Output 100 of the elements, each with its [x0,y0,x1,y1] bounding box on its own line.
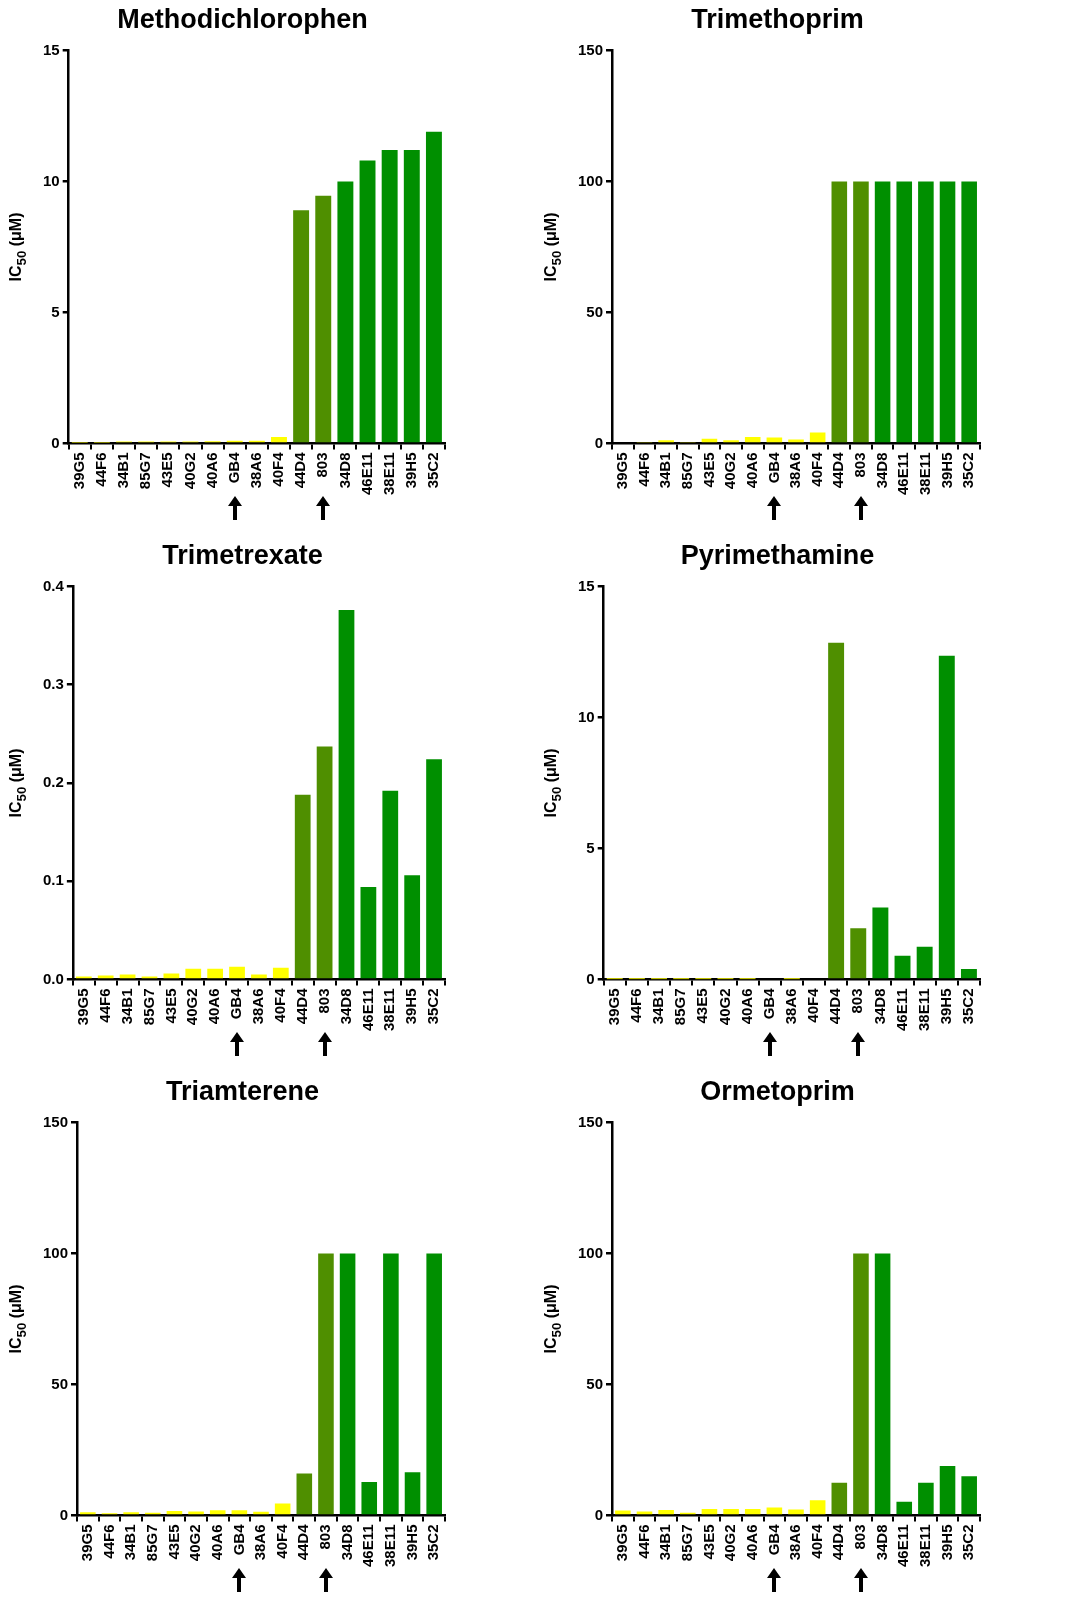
y-tick-label: 100 [578,1243,604,1261]
x-tick-label: 40A6 [742,452,760,489]
chart-title: Ormetoprim [700,1075,855,1106]
x-tick-label: 39H5 [402,988,420,1025]
y-tick-label: 150 [43,1112,69,1130]
y-tick-label: 100 [43,1243,69,1261]
x-tick-label: 38E11 [914,988,932,1031]
x-tick-label: 40F4 [804,987,822,1023]
bar [961,181,977,443]
x-tick-label: 35C2 [424,988,442,1025]
x-tick-label: 40A6 [207,1524,225,1561]
x-tick-label: 38E11 [916,1524,934,1567]
y-tick-label: 5 [51,302,60,320]
x-tick-label: 40F4 [807,1523,825,1559]
x-tick-label: GB4 [764,451,782,484]
x-tick-label: 803 [314,988,332,1014]
y-tick-label: 0.2 [42,773,64,791]
x-tick-label: 43E5 [158,452,176,488]
x-tick-label: 35C2 [424,1524,442,1561]
bar [828,642,845,979]
x-tick-label: 40G2 [180,452,198,490]
y-tick-label: 150 [578,40,604,58]
y-tick-label: 0 [594,433,604,451]
x-tick-label: GB4 [759,987,777,1020]
bar [315,195,332,443]
y-tick-label: 0 [51,433,60,451]
x-tick-label: 85G7 [677,1524,695,1562]
bar [296,1473,313,1515]
bar [831,1482,848,1515]
x-tick-label: 35C2 [959,1524,977,1561]
x-tick-label: 38E11 [381,1524,399,1567]
y-tick-label: 100 [578,171,604,189]
x-tick-label: 44F6 [634,1524,652,1559]
x-tick-label: 39G5 [612,1524,630,1562]
bar [615,1510,631,1515]
bar [853,181,869,443]
bar [425,131,442,443]
y-tick-label: 50 [586,1374,604,1392]
y-tick-label: 50 [51,1374,69,1392]
bar [383,1253,399,1515]
bar [894,955,911,979]
x-tick-label: 38A6 [246,452,264,489]
bar [209,1510,226,1515]
x-tick-label: 803 [316,1524,334,1550]
bar [229,966,245,979]
x-tick-label: 40F4 [269,451,287,487]
bar [961,1476,977,1515]
y-tick-label: 0 [59,1505,69,1523]
bar [918,1482,934,1515]
bar [874,181,891,443]
bar [359,160,376,443]
bar [382,790,399,979]
x-tick-label: 40G2 [721,1524,739,1562]
bar [361,1481,378,1515]
bar [896,1501,913,1515]
x-tick-label: 40G2 [721,452,739,490]
x-tick-label: 38A6 [249,988,267,1025]
x-tick-label: GB4 [229,1523,247,1556]
bar [831,181,848,443]
x-tick-label: 43E5 [161,988,179,1024]
y-tick-label: 0.4 [42,576,65,594]
bar [809,432,826,443]
x-tick-label: 39G5 [69,452,87,490]
x-tick-label: 85G7 [136,452,154,490]
y-tick-label: 0 [594,1505,604,1523]
x-tick-label: 40A6 [737,988,755,1025]
x-tick-label: 39G5 [73,988,91,1026]
x-tick-label: 34B1 [114,452,132,489]
bar [938,655,955,979]
x-tick-label: 38E11 [916,452,934,495]
x-tick-label: 46E11 [894,452,912,495]
x-tick-label: 39G5 [604,988,622,1026]
x-tick-label: 34B1 [117,988,135,1025]
x-tick-label: 44F6 [634,452,652,487]
bar [339,1253,356,1515]
bar [318,1253,334,1515]
bar [231,1510,248,1515]
bar [338,609,355,979]
x-tick-label: 44D4 [829,1523,847,1561]
x-tick-label: 46E11 [894,1524,912,1567]
x-tick-label: 43E5 [699,452,717,488]
bar [850,928,867,979]
bar [426,1253,442,1515]
x-tick-label: 38A6 [781,988,799,1025]
x-tick-label: 40A6 [742,1524,760,1561]
x-tick-label: GB4 [227,987,245,1020]
x-tick-label: 803 [848,988,866,1014]
x-tick-label: 34B1 [656,452,674,489]
x-tick-label: 34B1 [649,988,667,1025]
bar [404,875,421,979]
x-tick-label: 44D4 [291,451,309,489]
x-tick-label: 85G7 [142,1524,160,1562]
x-tick-label: 85G7 [677,452,695,490]
x-tick-label: 43E5 [164,1524,182,1560]
bar [316,746,333,979]
x-tick-label: 35C2 [959,452,977,489]
bar [744,1508,761,1515]
x-tick-label: 38E11 [379,452,397,495]
x-tick-label: 85G7 [139,988,157,1026]
bar [809,1500,826,1515]
